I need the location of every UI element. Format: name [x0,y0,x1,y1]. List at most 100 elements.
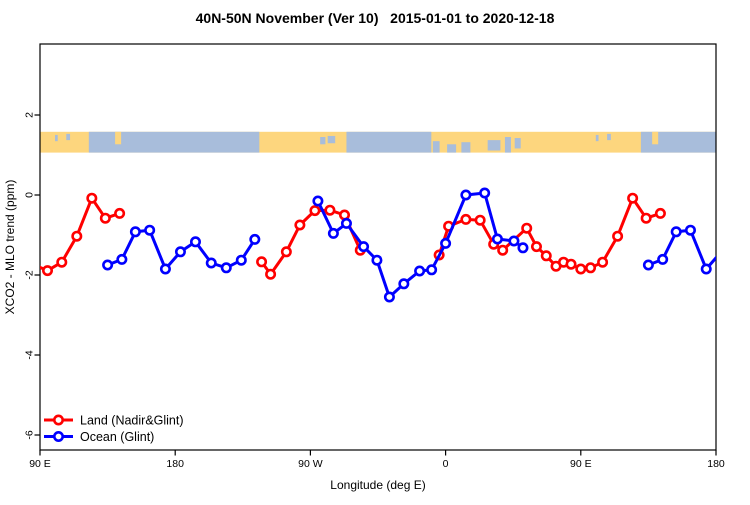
plot-frame [39,43,717,451]
x-tick-label: 0 [443,458,449,470]
legend-label-land: Land (Nadir&Glint) [80,414,184,428]
y-tick-label: -2 [24,270,36,279]
legend-item-ocean: Ocean (Glint) [44,430,154,444]
ocean-data-point [460,189,472,201]
ocean-data-point [327,227,339,239]
land-data-point [256,256,268,268]
ocean-data-point [398,278,410,290]
land-data-point [265,268,277,280]
x-tick-label: 90 W [298,458,323,470]
land-data-point [42,265,54,277]
map-ocean-patch [461,142,471,153]
ocean-data-point [249,233,261,245]
land-data-point [56,256,68,268]
ocean-data-point [642,259,654,271]
ocean-data-point [102,259,114,271]
y-tick-label: -6 [24,430,36,439]
ocean-data-point [414,265,426,277]
ocean-data-point [189,236,201,248]
x-tick-label: 90 E [29,458,51,470]
ocean-data-point [670,226,682,238]
legend-label-ocean: Ocean (Glint) [80,430,154,444]
map-ocean-patch [595,134,599,142]
land-data-point [654,207,666,219]
map-ocean-patch [640,131,716,153]
map-ocean-patch [327,135,336,144]
chart-title: 40N-50N November (Ver 10) 2015-01-01 to … [196,10,555,26]
ocean-data-point [491,233,503,245]
ocean-data-point [440,237,452,249]
ocean-data-point [426,264,438,276]
ocean-data-point [312,195,324,207]
map-ocean-patch [346,131,432,153]
land-data-point [497,244,509,256]
ocean-data-point [508,235,520,247]
ocean-data-point [657,253,669,265]
x-axis: 90 E 180 90 W 0 90 E 180 [29,450,725,470]
map-ocean-patch [607,133,611,141]
land-data-point [309,205,321,217]
land-data-point [575,263,587,275]
plot-area: 90 E 180 90 W 0 90 E 180 2 0 -2 -4 -6 [24,43,725,470]
land-data-point [540,250,552,262]
map-ocean-patch [320,137,326,145]
y-tick-label: 0 [24,192,36,198]
map-ocean-patch [487,140,501,151]
ocean-data-point [340,217,352,229]
land-data-point [324,204,336,216]
ocean-data-point [220,262,232,274]
x-tick-label: 180 [166,458,184,470]
ocean-series [102,187,716,303]
land-data-point [71,230,83,242]
land-data-point [627,192,639,204]
ocean-data-point [129,226,141,238]
land-data-point [86,192,98,204]
ocean-data-point [684,224,696,236]
map-land-patch [115,131,122,145]
land-data-point [530,241,542,253]
land-data-point [565,258,577,270]
land-data-point [339,209,351,221]
map-ocean-patch [55,134,58,142]
land-legend-marker [52,414,64,426]
land-data-point [99,212,111,224]
ocean-data-point [358,241,370,253]
ocean-data-point [116,253,128,265]
x-axis-title: Longitude (deg E) [330,478,425,492]
map-land-patch [652,131,659,145]
land-series [40,192,666,280]
map-ocean-patch [504,137,511,153]
x-tick-label: 180 [707,458,725,470]
ocean-data-point [205,257,217,269]
ocean-data-point [383,291,395,303]
land-data-point [460,213,472,225]
map-ocean-patch [88,131,260,153]
ocean-data-point [144,224,156,236]
land-data-point [114,207,126,219]
map-ocean-patch [432,141,440,153]
ocean-data-point [479,187,491,199]
y-axis-title: XCO2 - MLO trend (ppm) [3,180,17,315]
x-tick-label: 90 E [570,458,592,470]
y-tick-label: 2 [24,112,36,118]
ocean-data-point [174,246,186,258]
land-data-point [474,214,486,226]
map-ocean-patch [447,144,457,153]
land-data-point [294,219,306,231]
land-data-point [597,256,609,268]
map-ocean-patch [514,138,521,149]
y-tick-label: -4 [24,350,36,359]
map-strip-band [40,131,716,153]
legend-item-land: Land (Nadir&Glint) [44,414,184,428]
ocean-data-point [371,254,383,266]
land-data-point [612,230,624,242]
land-data-point [640,212,652,224]
y-axis: 2 0 -2 -4 -6 [24,112,40,440]
ocean-data-point [159,263,171,275]
legend: Land (Nadir&Glint) Ocean (Glint) [44,414,184,444]
map-ocean-patch [66,133,71,141]
ocean-data-point [517,242,529,254]
ocean-data-point [235,254,247,266]
